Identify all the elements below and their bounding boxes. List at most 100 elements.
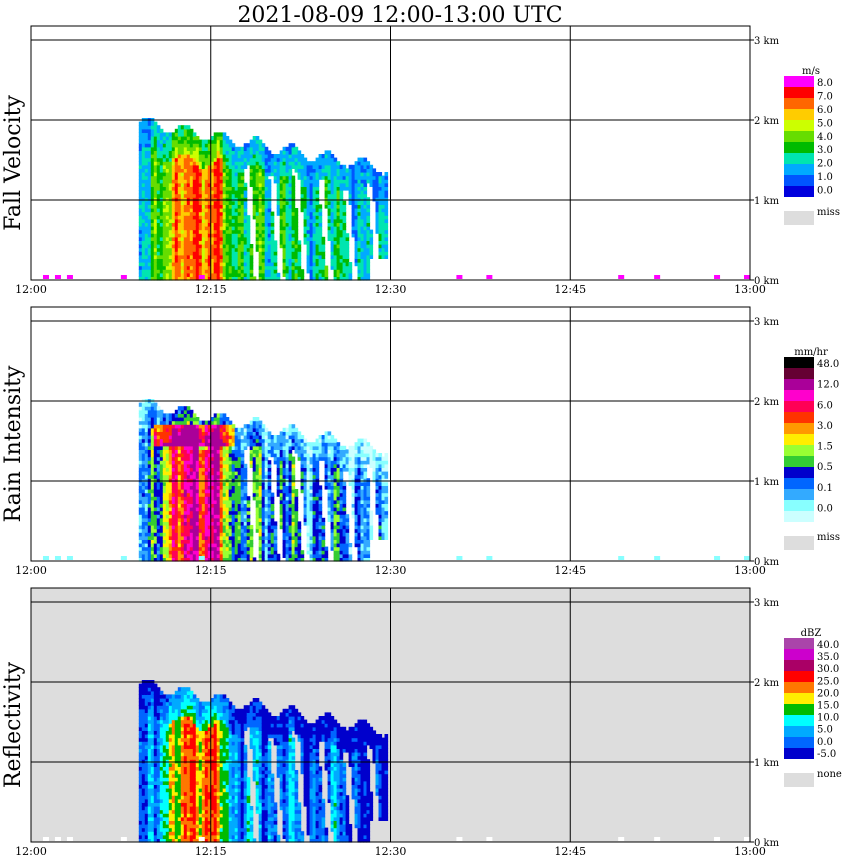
- data-cell: [153, 550, 158, 555]
- data-cell: [159, 157, 164, 162]
- data-cell: [228, 467, 233, 472]
- data-cell: [333, 215, 338, 220]
- data-cell: [237, 438, 242, 443]
- data-cell: [150, 406, 155, 411]
- data-cell: [240, 240, 245, 245]
- data-cell: [219, 262, 224, 267]
- data-cell: [144, 528, 149, 533]
- data-cell: [156, 463, 161, 468]
- data-cell: [201, 420, 206, 425]
- data-cell: [354, 168, 359, 173]
- data-cell: [360, 251, 365, 256]
- data-cell: [231, 532, 236, 537]
- data-cell: [201, 161, 206, 166]
- data-cell: [216, 463, 221, 468]
- data-cell: [243, 154, 248, 159]
- data-cell: [156, 168, 161, 173]
- data-cell: [204, 514, 209, 519]
- data-cell: [297, 431, 302, 436]
- data-cell: [291, 154, 296, 159]
- data-cell: [285, 449, 290, 454]
- data-cell: [363, 190, 368, 195]
- data-cell: [312, 478, 317, 483]
- data-cell: [249, 427, 254, 432]
- data-cell: [240, 258, 245, 263]
- data-cell: [219, 445, 224, 450]
- data-cell: [171, 499, 176, 504]
- data-cell: [285, 467, 290, 472]
- data-cell: [300, 438, 305, 443]
- data-cell: [219, 200, 224, 205]
- data-cell: [165, 521, 170, 526]
- data-cell: [147, 510, 152, 515]
- data-cell: [342, 258, 347, 263]
- data-cell: [282, 226, 287, 231]
- data-cell: [207, 193, 212, 198]
- data-cell: [153, 197, 158, 202]
- data-cell: [231, 467, 236, 472]
- data-cell: [141, 132, 146, 137]
- data-cell: [210, 179, 215, 184]
- data-cell: [282, 265, 287, 270]
- data-cell: [174, 154, 179, 159]
- data-cell: [267, 251, 272, 256]
- data-cell: [156, 186, 161, 191]
- data-cell: [348, 186, 353, 191]
- data-cell: [252, 445, 257, 450]
- legend-label: 5.0: [817, 118, 833, 129]
- data-cell: [285, 193, 290, 198]
- data-cell: [195, 218, 200, 223]
- data-cell: [285, 489, 290, 494]
- data-cell: [240, 175, 245, 180]
- data-cell: [279, 449, 284, 454]
- data-cell: [156, 233, 161, 238]
- data-cell: [156, 546, 161, 551]
- data-cell: [243, 240, 248, 245]
- data-cell: [312, 460, 317, 465]
- data-cell: [294, 528, 299, 533]
- data-cell: [357, 247, 362, 252]
- data-cell: [171, 236, 176, 241]
- data-cell: [171, 240, 176, 245]
- data-cell: [339, 272, 344, 277]
- data-cell: [303, 215, 308, 220]
- data-cell: [165, 453, 170, 458]
- data-cell: [219, 507, 224, 512]
- data-cell: [156, 254, 161, 259]
- data-cell: [171, 139, 176, 144]
- data-cell: [138, 154, 143, 159]
- data-cell: [165, 146, 170, 151]
- data-cell: [330, 164, 335, 169]
- data-cell: [147, 507, 152, 512]
- data-cell: [279, 517, 284, 522]
- data-cell: [228, 420, 233, 425]
- data-cell: [183, 528, 188, 533]
- data-cell: [198, 456, 203, 461]
- data-cell: [219, 417, 224, 422]
- data-cell: [249, 251, 254, 256]
- data-cell: [225, 489, 230, 494]
- data-cell: [204, 247, 209, 252]
- data-cell: [234, 208, 239, 213]
- data-cell: [204, 211, 209, 216]
- data-cell: [177, 175, 182, 180]
- data-cell: [252, 456, 257, 461]
- data-cell: [285, 553, 290, 558]
- data-cell: [297, 254, 302, 259]
- data-cell: [171, 539, 176, 544]
- data-cell: [162, 449, 167, 454]
- data-cell: [336, 251, 341, 256]
- data-cell: [171, 233, 176, 238]
- data-cell: [138, 218, 143, 223]
- data-cell: [165, 218, 170, 223]
- data-cell: [267, 467, 272, 472]
- data-cell: [156, 431, 161, 436]
- data-cell: [201, 546, 206, 551]
- data-cell: [240, 269, 245, 274]
- data-cell: [315, 492, 320, 497]
- data-cell: [195, 453, 200, 458]
- data-cell: [297, 456, 302, 461]
- data-cell: [165, 445, 170, 450]
- data-cell: [228, 247, 233, 252]
